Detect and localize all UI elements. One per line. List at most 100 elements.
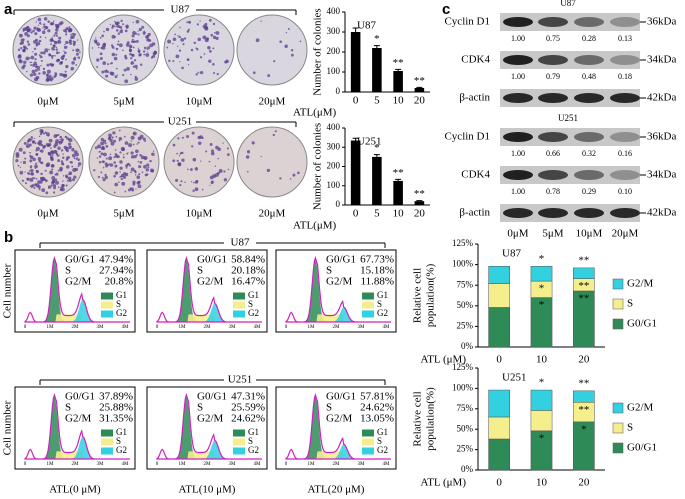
phase-value: 11.88% (360, 276, 394, 288)
colony-dot (46, 51, 48, 53)
colony-dot (102, 178, 106, 182)
colony-dot (114, 149, 117, 151)
colony-dot (60, 21, 64, 25)
colony-dot (68, 28, 72, 33)
legend-swatch (233, 292, 245, 300)
x-tick-label: 0 (496, 477, 502, 489)
colony-dot (266, 168, 270, 172)
colony-dot (91, 47, 94, 49)
legend-swatch (362, 429, 374, 437)
band-size: 36kDa (647, 16, 676, 28)
dish (88, 14, 160, 86)
legend-label: S (248, 436, 253, 446)
colony-dot (31, 138, 33, 140)
colony-dot (124, 190, 127, 193)
band-quant: 0.79 (546, 72, 560, 81)
colony-dot (179, 61, 181, 63)
colony-dot (114, 26, 116, 28)
x-tick-label: 2M (333, 325, 341, 330)
y-tick-label: 300 (327, 141, 341, 151)
blot-title: U87 (560, 0, 576, 8)
colony-dot (55, 139, 59, 143)
colony-dot (43, 17, 48, 21)
band-size: 34kDa (647, 54, 676, 66)
colony-dot (208, 59, 212, 63)
y-axis-label: Cell number (2, 400, 14, 455)
colony-dot (113, 56, 118, 61)
colony-dot (130, 155, 135, 159)
significance: * (539, 432, 545, 444)
legend-label: G2 (248, 308, 259, 318)
phase-name: G0/G1 (326, 391, 356, 403)
phase-name: S (65, 402, 71, 414)
band-quant: 0.32 (582, 149, 596, 158)
phase-value: 13.05% (360, 413, 394, 425)
g1-area (25, 395, 130, 459)
colony-dot (103, 139, 107, 143)
bracket-gap (164, 116, 196, 128)
colony-dot (134, 64, 138, 69)
colony-dot (134, 77, 139, 81)
colony-dot (191, 145, 194, 148)
protein-name: β-actin (459, 207, 490, 219)
x-axis-label: ATL(μM) (293, 107, 337, 119)
colony-dot (100, 137, 104, 142)
significance: * (539, 283, 545, 295)
colony-dot (202, 35, 207, 40)
significance: ** (578, 254, 589, 266)
colony-dot (100, 141, 105, 146)
legend-swatch (362, 310, 374, 318)
colony-dot (23, 48, 26, 51)
colony-dot (62, 180, 64, 182)
x-tick-label: 1M (308, 462, 316, 467)
error-bar (373, 45, 380, 48)
colony-dot (255, 38, 260, 43)
dose-label: 10μM (186, 96, 213, 108)
blot-band (503, 132, 533, 142)
colony-dot (48, 53, 52, 57)
colony-dot (37, 141, 41, 145)
y-axis-label: Number of colonies (312, 123, 324, 210)
colony-dot (194, 180, 199, 184)
histogram-frame (146, 249, 268, 333)
colony-dot (99, 52, 103, 56)
colony-dot (37, 157, 42, 161)
colony-dot (53, 49, 55, 51)
blot-band (538, 17, 568, 27)
colony-dot (60, 138, 64, 142)
colony-dot (117, 40, 120, 43)
colony-dot (145, 173, 149, 176)
legend-swatch (233, 301, 245, 309)
phase-value: 67.73% (360, 254, 394, 266)
colony-dot (144, 140, 147, 142)
colony-dot (138, 53, 142, 57)
dish (236, 14, 308, 86)
dose-label: 5μM (113, 208, 134, 220)
y-tick-label: 50% (457, 300, 474, 310)
legend-swatch (101, 447, 113, 455)
colony-dot (58, 52, 61, 54)
colony-dot (130, 46, 133, 49)
legend-swatch (101, 292, 113, 300)
colony-dot (124, 141, 129, 145)
colony-dot (47, 143, 52, 147)
legend-label: S (627, 298, 633, 310)
colony-dot (195, 47, 198, 49)
colony-dot (33, 47, 37, 50)
colony-dot (292, 173, 296, 177)
colony-dot (197, 71, 200, 74)
colony-dot (120, 19, 123, 23)
colony-dot (41, 176, 46, 181)
colony-dot (17, 48, 21, 52)
x-tick-label: 1M (47, 325, 55, 330)
colony-dot (104, 142, 107, 145)
colony-dot (279, 177, 282, 180)
band-size: 42kDa (647, 92, 676, 104)
colony-dot (217, 157, 219, 160)
legend-label: G1 (248, 427, 259, 437)
colony-dot (38, 188, 41, 191)
colony-dot (115, 25, 118, 28)
colony-dot (119, 151, 122, 154)
band-quant: 0.48 (582, 72, 596, 81)
colony-dot (210, 151, 215, 156)
